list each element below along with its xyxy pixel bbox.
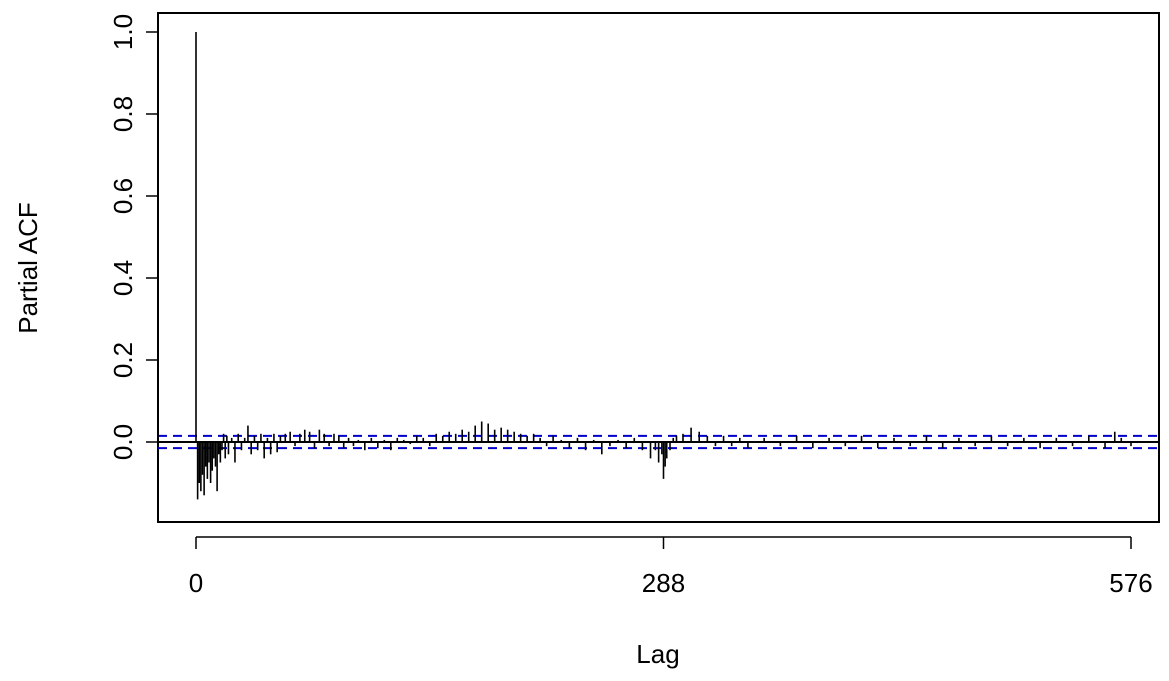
y-axis: 0.0 0.2 0.4 0.6 0.8 1.0 (108, 14, 159, 460)
y-tick-label: 0.6 (108, 178, 138, 214)
x-axis-label: Lag (636, 639, 679, 669)
y-tick-label: 0.8 (108, 96, 138, 132)
x-tick-label: 288 (642, 568, 685, 598)
x-tick-label: 0 (189, 568, 203, 598)
x-tick-label: 576 (1109, 568, 1152, 598)
x-axis: 0 288 576 (189, 536, 1153, 598)
y-tick-label: 0.4 (108, 260, 138, 296)
pacf-bars (195, 32, 1132, 500)
y-tick-label: 0.0 (108, 424, 138, 460)
y-axis-label: Partial ACF (13, 202, 43, 334)
y-tick-label: 1.0 (108, 14, 138, 50)
y-tick-label: 0.2 (108, 342, 138, 378)
